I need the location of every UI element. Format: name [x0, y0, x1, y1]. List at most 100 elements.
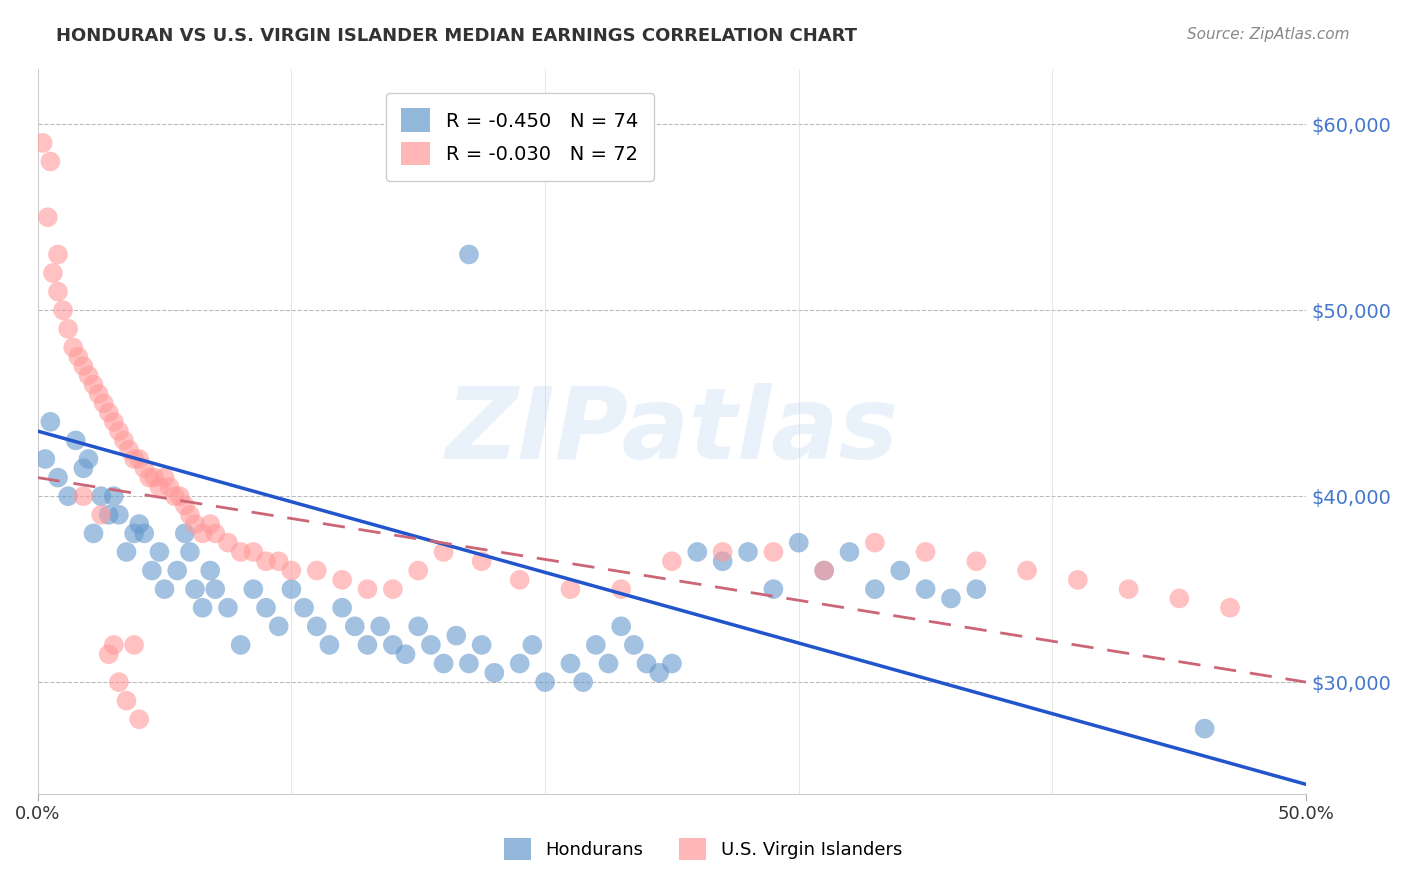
Point: [128, 712, 150, 726]
Point: [267, 619, 290, 633]
Point: [1067, 573, 1090, 587]
Point: [115, 545, 138, 559]
Point: [204, 526, 226, 541]
Point: [198, 564, 221, 578]
Point: [458, 657, 481, 671]
Point: [128, 517, 150, 532]
Point: [184, 582, 207, 596]
Point: [179, 508, 201, 522]
Legend: Hondurans, U.S. Virgin Islanders: Hondurans, U.S. Virgin Islanders: [489, 823, 917, 874]
Point: [46, 247, 69, 261]
Point: [560, 657, 582, 671]
Point: [90, 508, 112, 522]
Point: [90, 489, 112, 503]
Point: [965, 554, 987, 568]
Point: [280, 564, 302, 578]
Point: [148, 480, 170, 494]
Point: [686, 545, 709, 559]
Point: [939, 591, 962, 606]
Point: [522, 638, 544, 652]
Point: [711, 545, 734, 559]
Point: [122, 526, 145, 541]
Point: [305, 619, 328, 633]
Point: [889, 564, 911, 578]
Point: [31, 136, 53, 150]
Point: [169, 489, 191, 503]
Point: [37, 211, 59, 225]
Point: [42, 266, 65, 280]
Point: [661, 554, 683, 568]
Point: [280, 582, 302, 596]
Point: [305, 564, 328, 578]
Point: [34, 452, 56, 467]
Point: [1118, 582, 1140, 596]
Point: [254, 554, 277, 568]
Point: [72, 359, 94, 373]
Point: [166, 564, 188, 578]
Point: [72, 461, 94, 475]
Point: [179, 545, 201, 559]
Point: [813, 564, 835, 578]
Point: [1015, 564, 1038, 578]
Point: [406, 564, 429, 578]
Point: [52, 303, 75, 318]
Point: [254, 600, 277, 615]
Point: [711, 554, 734, 568]
Point: [159, 480, 181, 494]
Point: [97, 508, 120, 522]
Point: [914, 582, 936, 596]
Point: [242, 545, 264, 559]
Point: [381, 638, 404, 652]
Point: [1194, 722, 1216, 736]
Point: [122, 452, 145, 467]
Point: [509, 657, 531, 671]
Point: [534, 675, 557, 690]
Point: [191, 600, 214, 615]
Point: [153, 470, 176, 484]
Point: [1219, 600, 1241, 615]
Point: [242, 582, 264, 596]
Point: [318, 638, 340, 652]
Point: [173, 526, 195, 541]
Point: [1168, 591, 1191, 606]
Point: [122, 638, 145, 652]
Text: Source: ZipAtlas.com: Source: ZipAtlas.com: [1187, 27, 1350, 42]
Point: [610, 582, 633, 596]
Point: [148, 545, 170, 559]
Point: [198, 517, 221, 532]
Point: [343, 619, 366, 633]
Point: [112, 434, 135, 448]
Point: [118, 442, 141, 457]
Point: [356, 582, 378, 596]
Point: [77, 368, 100, 383]
Text: ZIPatlas: ZIPatlas: [446, 383, 898, 480]
Point: [509, 573, 531, 587]
Point: [446, 629, 468, 643]
Point: [623, 638, 645, 652]
Point: [292, 600, 315, 615]
Point: [72, 489, 94, 503]
Point: [598, 657, 620, 671]
Point: [103, 638, 125, 652]
Point: [97, 647, 120, 661]
Point: [128, 452, 150, 467]
Point: [229, 545, 252, 559]
Point: [83, 526, 105, 541]
Point: [648, 665, 671, 680]
Point: [163, 489, 186, 503]
Point: [838, 545, 860, 559]
Text: HONDURAN VS U.S. VIRGIN ISLANDER MEDIAN EARNINGS CORRELATION CHART: HONDURAN VS U.S. VIRGIN ISLANDER MEDIAN …: [56, 27, 858, 45]
Point: [83, 377, 105, 392]
Point: [56, 322, 79, 336]
Point: [229, 638, 252, 652]
Point: [134, 526, 156, 541]
Point: [39, 415, 62, 429]
Point: [115, 694, 138, 708]
Point: [636, 657, 658, 671]
Point: [204, 582, 226, 596]
Point: [914, 545, 936, 559]
Point: [56, 489, 79, 503]
Point: [103, 415, 125, 429]
Point: [560, 582, 582, 596]
Point: [153, 582, 176, 596]
